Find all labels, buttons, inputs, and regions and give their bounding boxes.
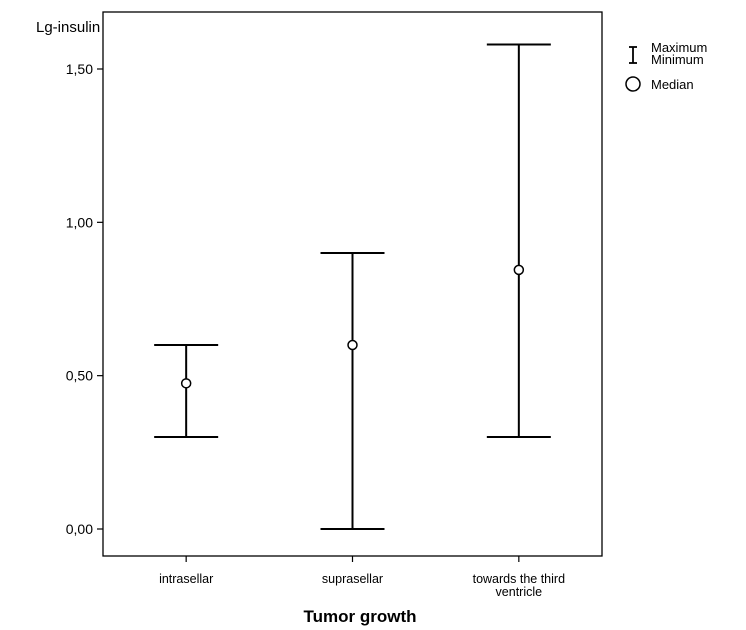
legend-median-label: Median: [651, 77, 694, 92]
x-tick-label: suprasellar: [322, 572, 383, 586]
y-tick-label: 0,00: [66, 521, 93, 537]
y-axis-title: Lg-insulin: [36, 19, 100, 36]
data-marks: [154, 43, 551, 530]
x-axis: intrasellar suprasellar towards the thirdv…: [159, 556, 565, 599]
median-marker: [180, 378, 192, 389]
y-tick-label: 1,50: [66, 61, 93, 77]
median-legend-icon: [625, 76, 641, 92]
y-tick-label: 0,50: [66, 368, 93, 384]
legend-range-label: Maximum: [651, 40, 707, 55]
y-axis: 0,00 0,50 1,00 1,50: [66, 61, 103, 537]
median-marker: [347, 339, 358, 351]
x-tick-label: ventricle: [496, 585, 543, 599]
x-axis-title: Tumor growth: [304, 607, 417, 626]
x-tick-label: towards the third: [473, 572, 565, 586]
median-marker: [513, 264, 525, 276]
y-tick-label: 1,00: [66, 214, 93, 230]
x-tick-label: intrasellar: [159, 572, 213, 586]
legend-range-label: Minimum: [651, 52, 704, 67]
